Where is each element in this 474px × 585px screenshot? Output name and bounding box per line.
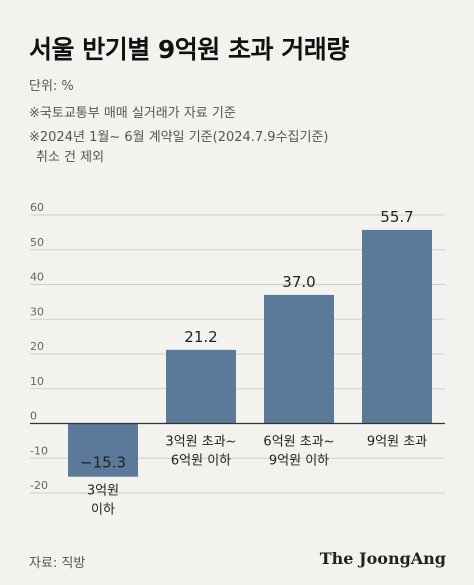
y-tick-label: 10: [30, 375, 44, 388]
bar-value-label: 37.0: [282, 273, 315, 291]
category-label: 6억원 이하: [171, 454, 231, 469]
period-note-2: 취소 건 제외: [36, 150, 105, 165]
bar: [68, 423, 138, 477]
y-tick-label: 50: [30, 236, 44, 249]
bar: [166, 349, 236, 424]
category-label: 3억원 초과~: [165, 435, 236, 450]
category-label: 이하: [91, 503, 115, 518]
period-note: ※2024년 1월~ 6월 계약일 기준(2024.7.9수집기준): [29, 130, 329, 145]
unit-note: 단위: %: [29, 79, 74, 94]
data-source: 자료: 직방: [29, 556, 86, 571]
brand-logo: The JoongAng: [319, 549, 446, 568]
bar: [264, 294, 334, 424]
y-tick-label: 30: [30, 305, 44, 318]
bar-value-label: −15.3: [80, 454, 126, 472]
chart-title: 서울 반기별 9억원 초과 거래량: [29, 35, 349, 64]
y-tick-label: 60: [30, 201, 44, 214]
bar-value-label: 21.2: [184, 328, 217, 346]
category-label: 9억원 이하: [269, 454, 329, 469]
y-tick-label: 0: [30, 410, 37, 423]
y-tick-label: -10: [30, 444, 48, 457]
source-note: ※국토교통부 매매 실거래가 자료 기준: [29, 106, 236, 121]
category-label: 9억원 초과: [367, 435, 427, 450]
category-label: 6억원 초과~: [263, 435, 334, 450]
bar: [362, 229, 432, 424]
y-tick-label: -20: [30, 479, 48, 492]
y-tick-label: 20: [30, 340, 44, 353]
category-label: 3억원: [87, 484, 119, 499]
y-tick-label: 40: [30, 271, 44, 284]
bar-value-label: 55.7: [380, 208, 413, 226]
